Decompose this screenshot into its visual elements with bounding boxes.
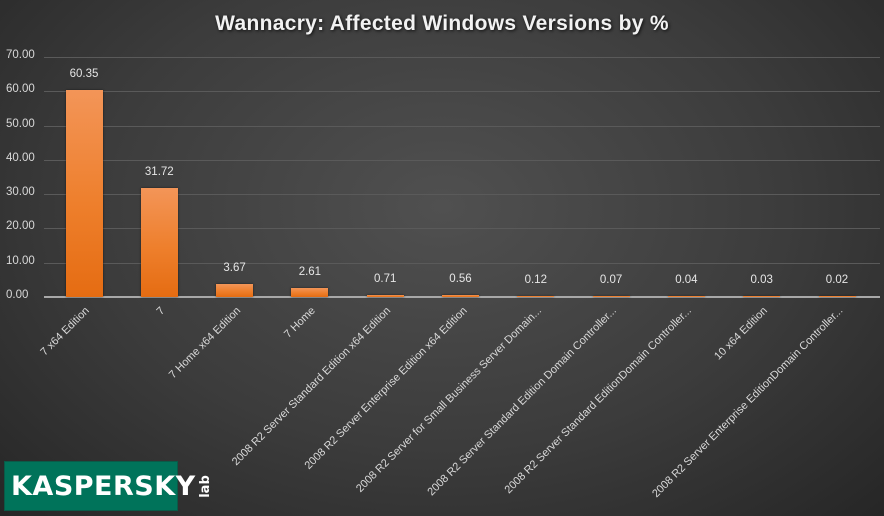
gridline bbox=[44, 262, 880, 264]
y-tick-label: 20.00 bbox=[6, 220, 35, 233]
x-tick-label: 2008 R2 Server Enterprise Edition x64 Ed… bbox=[301, 304, 470, 472]
x-tick-label: 10 x64 Edition bbox=[711, 304, 770, 363]
bar bbox=[291, 288, 329, 297]
bar bbox=[65, 90, 103, 297]
data-label: 3.67 bbox=[223, 262, 246, 275]
data-label: 31.72 bbox=[144, 166, 174, 179]
y-tick-label: 30.00 bbox=[6, 186, 35, 199]
x-tick-label: 7 Home x64 Edition bbox=[166, 304, 243, 382]
gridline bbox=[44, 228, 880, 230]
data-label: 0.71 bbox=[373, 272, 397, 285]
bar bbox=[818, 295, 856, 297]
data-label: 0.12 bbox=[524, 273, 547, 286]
bar bbox=[140, 188, 178, 297]
y-tick-label: 10.00 bbox=[6, 254, 35, 267]
y-tick-label: 0.00 bbox=[6, 289, 29, 301]
bar bbox=[517, 295, 555, 297]
x-tick-label: 2008 R2 Server Standard Edition x64 Edit… bbox=[230, 304, 394, 469]
data-label: 60.35 bbox=[69, 68, 99, 81]
data-label: 0.07 bbox=[599, 273, 623, 286]
x-axis-line bbox=[44, 296, 880, 298]
data-label: 2.61 bbox=[298, 266, 322, 279]
chart-title: Wannacry: Affected Windows Versions by % bbox=[215, 12, 669, 35]
gridline bbox=[44, 125, 880, 127]
y-tick-label: 40.00 bbox=[6, 151, 35, 164]
plot-area bbox=[44, 57, 880, 298]
bar bbox=[442, 295, 479, 297]
bar bbox=[667, 295, 705, 297]
data-label: 0.04 bbox=[675, 273, 698, 286]
gridline bbox=[44, 194, 880, 196]
x-tick-label: 7 bbox=[154, 304, 168, 318]
x-tick-label: 7 Home bbox=[281, 304, 318, 341]
gridline bbox=[44, 159, 880, 161]
logo-suffix: lab bbox=[197, 474, 213, 498]
kaspersky-logo: KASPERSKY lab bbox=[4, 461, 212, 511]
y-tick-label: 70.00 bbox=[6, 49, 35, 61]
gridline bbox=[44, 57, 880, 58]
data-label: 0.03 bbox=[750, 273, 773, 286]
y-tick-label: 60.00 bbox=[6, 83, 35, 96]
bar bbox=[366, 294, 404, 297]
bar bbox=[743, 295, 781, 297]
y-tick-label: 50.00 bbox=[6, 117, 35, 130]
logo-text: KASPERSKY bbox=[11, 470, 196, 502]
bar bbox=[592, 295, 630, 297]
data-label: 0.56 bbox=[449, 273, 472, 286]
bar bbox=[216, 284, 254, 297]
data-label: 0.02 bbox=[825, 273, 849, 286]
x-tick-label: 7 x64 Edition bbox=[38, 304, 92, 359]
gridline bbox=[44, 91, 880, 93]
